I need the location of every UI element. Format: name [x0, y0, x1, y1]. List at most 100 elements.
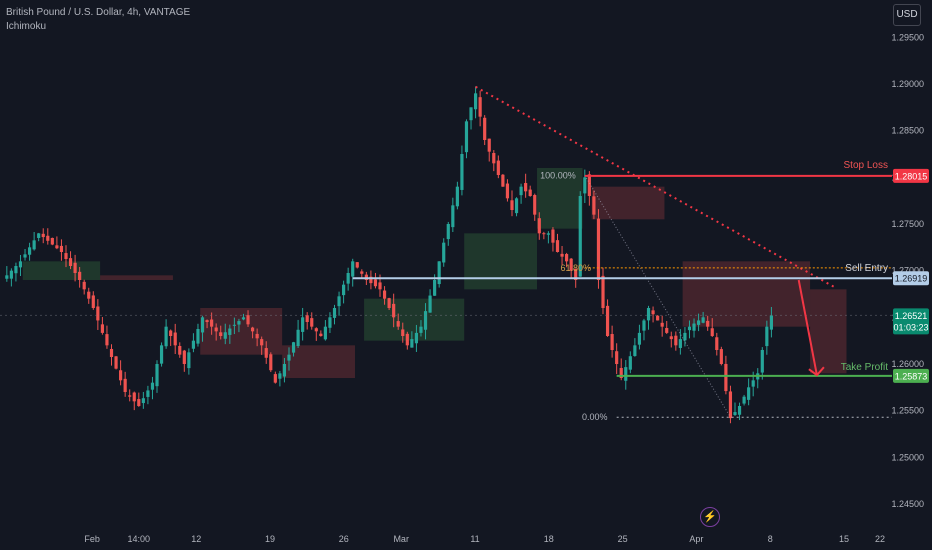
price-tick: 1.26000	[891, 359, 924, 369]
candle-body	[565, 254, 569, 262]
take-profit-price-badge	[893, 368, 929, 383]
candle-body	[419, 326, 423, 333]
candle-body	[219, 332, 223, 336]
candle-body	[91, 295, 95, 308]
candle-body	[182, 350, 186, 364]
candle-body	[619, 367, 623, 378]
time-tick: Mar	[393, 534, 409, 544]
current-price-text: 1.26521	[895, 311, 928, 321]
candle-body	[323, 326, 327, 340]
candle-body	[478, 97, 482, 117]
candle-body	[82, 281, 86, 290]
candle-body	[460, 154, 464, 190]
candle-body	[187, 352, 191, 369]
candle-body	[596, 218, 601, 280]
candle-body	[555, 240, 560, 252]
candle-body	[50, 237, 54, 245]
candle-body	[737, 406, 742, 415]
candle-body	[373, 279, 378, 287]
time-tick: 26	[339, 534, 349, 544]
cloud-segment	[464, 233, 538, 290]
candle-body	[769, 315, 773, 330]
candle-body	[114, 356, 118, 369]
candle-body	[32, 240, 36, 250]
candle-body	[455, 186, 459, 207]
candle-body	[310, 318, 314, 327]
candle-body	[73, 262, 77, 273]
candle-body	[5, 275, 9, 279]
candle-body	[551, 229, 555, 243]
chart-title: British Pound / U.S. Dollar, 4h, VANTAGE	[6, 7, 191, 18]
candle-body	[228, 328, 232, 335]
candle-body	[291, 342, 296, 353]
candle-body	[533, 195, 537, 215]
candle-body	[414, 332, 419, 344]
candle-body	[332, 308, 337, 318]
lightning-bolt-icon[interactable]: ⚡	[700, 507, 720, 527]
trade-drawings[interactable]: 61.80% 0.00% 100.00% Stop Loss Sell Entry Tak…	[0, 85, 892, 422]
candle-body	[278, 373, 282, 379]
cloud-segment	[22, 261, 101, 280]
sell-entry-price-badge	[893, 271, 929, 286]
candle-body	[628, 356, 632, 370]
candle-body	[528, 189, 532, 196]
trendline[interactable]	[475, 85, 836, 289]
candle-body	[719, 349, 723, 364]
candle-body	[524, 183, 528, 192]
price-tick: 1.27000	[891, 266, 924, 276]
indicator-label[interactable]: Ichimoku	[6, 21, 47, 32]
candle-body	[196, 329, 200, 344]
candle-body	[678, 339, 682, 348]
candle-body	[578, 196, 582, 277]
currency-button[interactable]: USD	[893, 4, 921, 26]
candle-body	[410, 339, 414, 348]
time-tick: 19	[265, 534, 275, 544]
fib-diagonal	[584, 175, 731, 418]
candle-body	[41, 233, 45, 238]
candle-body	[392, 303, 396, 318]
sell-entry-label: Sell Entry	[845, 263, 888, 274]
candle-body	[210, 319, 214, 327]
candle-body	[314, 328, 318, 332]
candle-body	[78, 271, 82, 280]
candle-body	[446, 224, 450, 240]
candle-body	[46, 235, 50, 241]
price-tick: 1.24500	[891, 499, 924, 509]
time-axis: Feb 14:00 12 19 26 Mar 11 18 25 Apr 8 15 22	[84, 534, 885, 544]
candle-body	[442, 242, 446, 263]
projection-arrow[interactable]	[797, 279, 818, 376]
candle-body	[137, 399, 141, 406]
candle-body	[405, 333, 409, 346]
candle-body	[214, 327, 218, 332]
candle-body	[360, 271, 364, 274]
candle-body	[128, 395, 132, 397]
candle-body	[173, 332, 177, 346]
candle-body	[237, 321, 241, 325]
candlesticks	[5, 86, 773, 424]
candle-body	[87, 291, 91, 299]
time-tick: Apr	[689, 534, 703, 544]
fib-100-label: 100.00%	[540, 170, 576, 180]
candle-body	[296, 329, 300, 346]
candle-body	[423, 311, 428, 330]
candle-body	[473, 93, 478, 110]
candle-body	[305, 315, 309, 322]
candle-body	[674, 335, 678, 346]
candle-body	[401, 329, 405, 336]
candle-body	[132, 392, 136, 402]
stop-loss-price-badge	[893, 168, 929, 183]
candle-body	[505, 183, 510, 199]
candle-body	[710, 328, 714, 336]
candle-body	[178, 346, 182, 355]
candle-body	[765, 326, 769, 347]
candle-body	[355, 262, 359, 268]
candle-body	[706, 320, 710, 327]
candle-body	[546, 233, 550, 235]
candle-body	[23, 254, 27, 258]
candle-body	[574, 268, 578, 280]
candle-body	[328, 317, 332, 328]
stop-loss-price-text: 1.28015	[895, 171, 928, 181]
candle-body	[642, 320, 646, 331]
time-tick: 15	[839, 534, 849, 544]
